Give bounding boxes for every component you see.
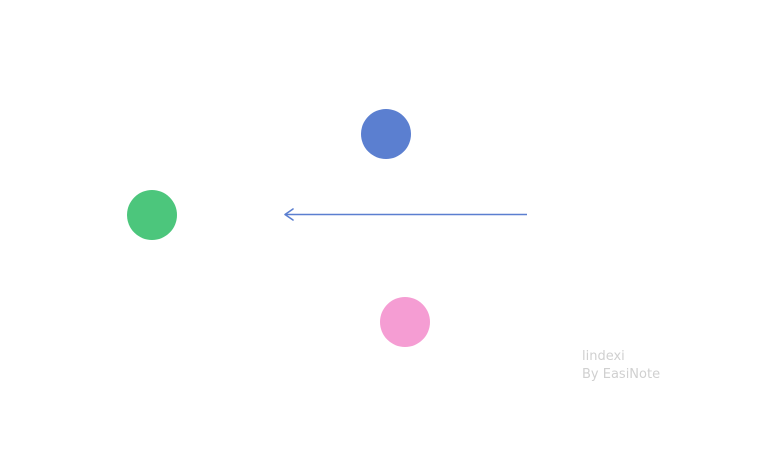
pink-circle [380,297,430,347]
blue-circle [361,109,411,159]
watermark-credit: By EasiNote [582,367,661,382]
watermark-author: lindexi [582,349,625,364]
watermark: lindexi By EasiNote [582,348,660,384]
arrow-head-icon [284,208,294,221]
green-circle [127,190,177,240]
